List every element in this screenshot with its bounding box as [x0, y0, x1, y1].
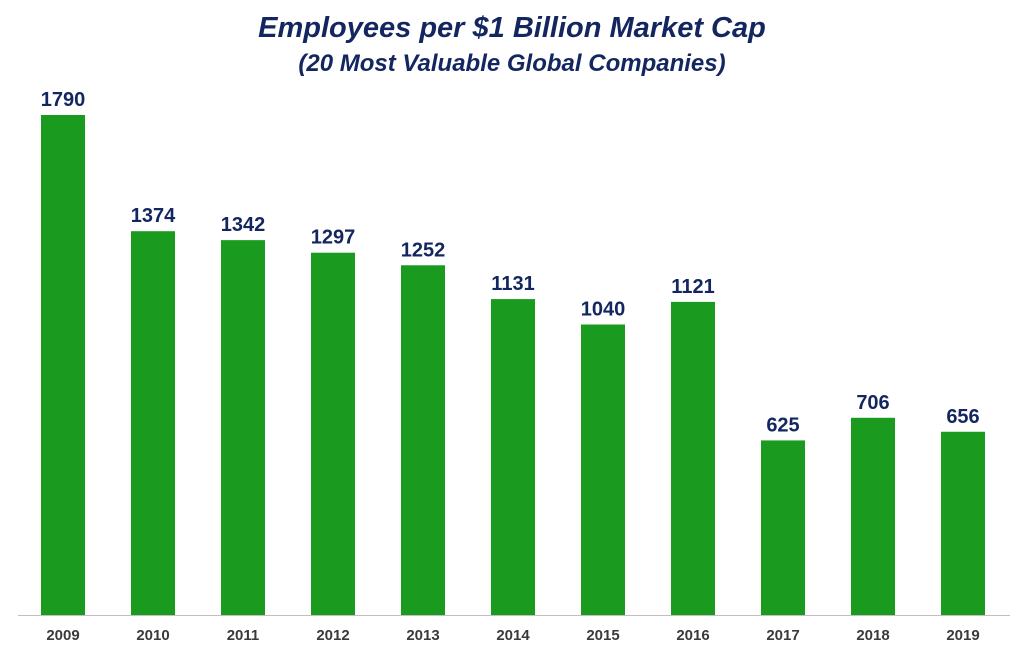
bar-2018 — [851, 417, 895, 615]
bar-2013 — [401, 265, 445, 615]
bar-2010 — [131, 231, 175, 615]
chart-title: Employees per $1 Billion Market Cap — [258, 12, 766, 44]
x-tick-2011: 2011 — [227, 627, 260, 644]
data-label-2014: 1131 — [491, 273, 534, 295]
data-label-2019: 656 — [946, 406, 979, 428]
x-tick-2012: 2012 — [316, 627, 349, 644]
data-label-2018: 706 — [856, 392, 889, 414]
x-tick-2019: 2019 — [946, 627, 979, 644]
bar-2015 — [581, 324, 625, 615]
x-tick-2013: 2013 — [406, 627, 439, 644]
bar-2009 — [41, 115, 85, 615]
data-label-2012: 1297 — [311, 227, 356, 249]
bar-2016 — [671, 301, 715, 615]
data-label-2013: 1252 — [401, 239, 446, 261]
data-label-2009: 1790 — [41, 89, 86, 111]
bar-2017 — [761, 440, 805, 615]
bar-2019 — [941, 431, 985, 615]
x-tick-2018: 2018 — [856, 627, 889, 644]
chart-subtitle: (20 Most Valuable Global Companies) — [298, 50, 726, 77]
data-label-2010: 1374 — [131, 205, 176, 227]
x-tick-2010: 2010 — [136, 627, 169, 644]
data-label-2017: 625 — [766, 414, 799, 436]
x-tick-2017: 2017 — [766, 627, 799, 644]
x-tick-2009: 2009 — [46, 627, 79, 644]
bar-2014 — [491, 299, 535, 615]
x-tick-2014: 2014 — [496, 627, 530, 644]
bar-2012 — [311, 252, 355, 615]
x-tick-2016: 2016 — [676, 627, 709, 644]
bar-2011 — [221, 240, 265, 616]
data-label-2016: 1121 — [671, 276, 714, 298]
x-tick-2015: 2015 — [586, 627, 619, 644]
data-label-2011: 1342 — [221, 214, 266, 236]
data-label-2015: 1040 — [581, 298, 626, 320]
